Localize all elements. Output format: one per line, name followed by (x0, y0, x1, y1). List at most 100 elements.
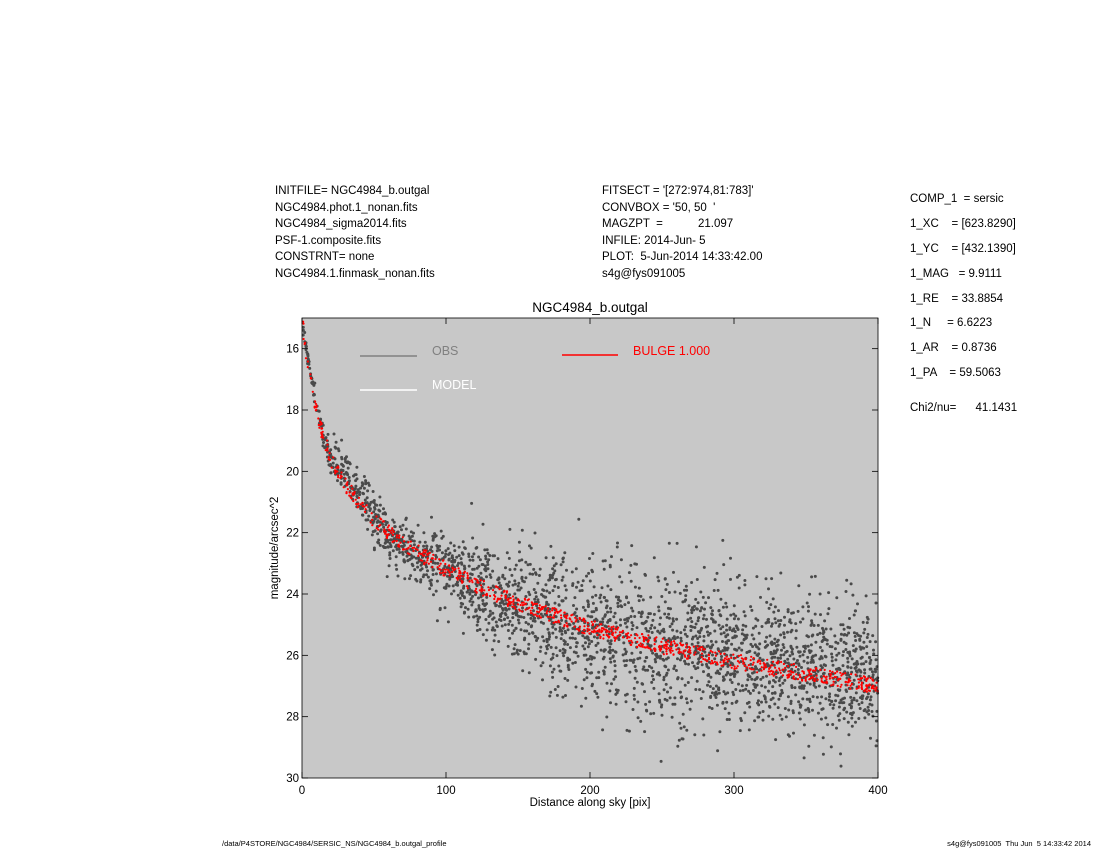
obs-point (388, 538, 392, 542)
obs-point (590, 640, 594, 643)
bulge-point (865, 690, 868, 693)
obs-point (646, 615, 650, 619)
obs-point (539, 612, 543, 616)
obs-point (827, 591, 831, 595)
obs-point (853, 666, 857, 670)
obs-point (679, 639, 683, 643)
obs-point (694, 622, 698, 626)
obs-point (683, 683, 687, 687)
bulge-point (726, 660, 729, 663)
obs-point (392, 520, 396, 524)
bulge-point (320, 427, 323, 430)
bulge-point (752, 668, 755, 671)
obs-point (696, 641, 700, 645)
obs-point (481, 599, 485, 602)
obs-point (692, 608, 696, 612)
obs-point (666, 656, 670, 660)
obs-point (618, 599, 622, 603)
obs-point (821, 632, 825, 635)
obs-point (714, 690, 718, 694)
bulge-point (636, 645, 639, 649)
obs-point (545, 647, 549, 651)
obs-point (749, 662, 753, 666)
obs-point (534, 595, 538, 599)
obs-point (584, 653, 588, 657)
bulge-point (315, 406, 318, 409)
bulge-point (789, 673, 792, 676)
bulge-point (709, 662, 713, 665)
obs-point (745, 683, 749, 687)
bulge-point (346, 481, 349, 484)
obs-point (636, 700, 640, 704)
bulge-point (825, 678, 828, 681)
obs-point (807, 744, 811, 748)
bulge-point (407, 541, 410, 544)
obs-point (675, 629, 679, 633)
obs-point (626, 619, 630, 623)
bulge-point (611, 632, 615, 635)
obs-point (570, 632, 574, 636)
obs-point (500, 611, 504, 615)
obs-point (475, 623, 479, 627)
obs-point (845, 710, 849, 714)
obs-point (572, 650, 576, 654)
obs-point (844, 642, 848, 646)
obs-point (797, 663, 801, 667)
obs-point (389, 545, 393, 549)
obs-point (393, 525, 397, 529)
obs-point (759, 677, 763, 681)
obs-point (361, 482, 365, 486)
obs-point (694, 545, 698, 549)
obs-point (656, 575, 660, 579)
bulge-point (586, 621, 589, 624)
obs-point (734, 700, 738, 704)
obs-point (488, 609, 492, 613)
obs-point (687, 604, 691, 608)
obs-point (478, 608, 482, 612)
obs-point (848, 652, 852, 656)
obs-point (527, 647, 530, 651)
obs-point (529, 616, 533, 620)
obs-point (595, 676, 599, 680)
obs-point (751, 689, 755, 692)
header-left-line: NGC4984.1.finmask_nonan.fits (275, 267, 435, 280)
obs-point (487, 558, 491, 562)
obs-point (446, 547, 450, 551)
obs-point (806, 707, 810, 710)
obs-point (516, 588, 520, 592)
obs-point (467, 555, 471, 558)
obs-point (706, 683, 709, 687)
obs-point (719, 658, 723, 662)
obs-point (716, 588, 720, 592)
bulge-point (825, 675, 828, 678)
obs-point (825, 638, 829, 642)
obs-point (853, 609, 857, 613)
obs-point (702, 565, 706, 569)
obs-point (575, 607, 579, 611)
obs-point (679, 631, 683, 635)
obs-point (355, 477, 359, 481)
obs-point (660, 595, 664, 598)
bulge-point (328, 452, 331, 455)
component-row: 1_MAG = 9.9111 (910, 267, 1002, 280)
obs-point (526, 612, 530, 616)
obs-point (791, 611, 795, 615)
obs-point (608, 689, 612, 693)
bulge-point (839, 677, 842, 681)
obs-point (861, 620, 865, 624)
obs-point (729, 577, 732, 581)
obs-point (589, 662, 593, 666)
obs-point (571, 661, 575, 665)
obs-point (630, 627, 634, 631)
obs-point (842, 717, 846, 721)
bulge-point (698, 646, 701, 650)
obs-point (566, 643, 570, 646)
obs-point (717, 691, 721, 695)
obs-point (627, 571, 631, 575)
obs-point (837, 705, 841, 709)
obs-point (671, 617, 675, 621)
obs-point (564, 619, 568, 623)
obs-point (429, 582, 433, 585)
obs-point (689, 624, 693, 628)
obs-point (849, 666, 853, 670)
